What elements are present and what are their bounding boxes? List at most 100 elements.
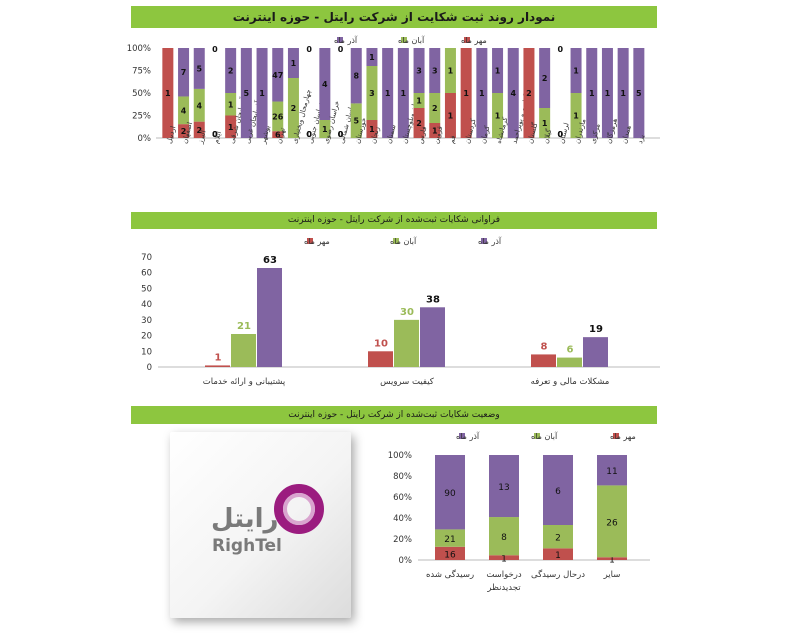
stacked-segment bbox=[272, 131, 284, 138]
stacked-segment bbox=[272, 48, 284, 102]
legend-label: مهر ماه bbox=[610, 432, 636, 441]
stacked-segment bbox=[492, 48, 504, 93]
stacked-segment bbox=[476, 48, 488, 138]
stacked-segment bbox=[444, 93, 456, 138]
data-label: 1 bbox=[322, 125, 328, 134]
legend-label: آذر ماه bbox=[456, 431, 480, 441]
stacked-segment bbox=[397, 48, 409, 138]
legend-label: مهر ماه bbox=[304, 237, 330, 246]
data-label: 1 bbox=[228, 123, 234, 132]
y-tick-label: 20% bbox=[393, 535, 412, 545]
data-label: 2 bbox=[291, 104, 297, 113]
data-label: 63 bbox=[263, 255, 277, 266]
bar bbox=[420, 307, 445, 367]
legend-label: مهر ماه bbox=[461, 36, 487, 45]
data-label: 0 bbox=[338, 130, 344, 139]
stacked-segment bbox=[240, 48, 252, 138]
data-label: 2 bbox=[526, 89, 532, 98]
data-label: 1 bbox=[589, 89, 595, 98]
stacked-segment bbox=[435, 455, 465, 530]
stacked-segment bbox=[287, 78, 299, 138]
stacked-segment bbox=[413, 108, 425, 138]
y-tick-label: 20 bbox=[141, 332, 152, 342]
stacked-segment bbox=[586, 48, 598, 138]
chart3-status-stacked: مهر ماه آبان ماه آذر ماه 0% 20% 40% 60% 80% 100%… bbox=[388, 431, 650, 593]
data-label: 2 bbox=[542, 74, 548, 83]
stacked-segment bbox=[366, 66, 378, 120]
data-label: 21 bbox=[444, 535, 455, 545]
data-label: 2 bbox=[196, 126, 202, 135]
data-label: 1 bbox=[479, 89, 485, 98]
stacked-segment bbox=[193, 88, 205, 122]
x-tick-label: ایلام bbox=[212, 130, 223, 144]
legend-label: آبان ماه bbox=[531, 431, 558, 441]
stacked-segment bbox=[492, 93, 504, 138]
y-tick-label: 0 bbox=[147, 363, 152, 373]
stacked-segment bbox=[435, 529, 465, 547]
x-tick-label: قم bbox=[448, 135, 458, 145]
data-label: 38 bbox=[426, 294, 440, 305]
bar bbox=[257, 268, 282, 367]
data-label: 1 bbox=[609, 556, 615, 566]
stacked-segment bbox=[539, 108, 551, 138]
stacked-segment bbox=[597, 455, 627, 486]
legend-label: آبان ماه bbox=[390, 236, 417, 246]
legend-label: آذر ماه bbox=[334, 35, 358, 45]
data-label: 0 bbox=[338, 45, 344, 54]
data-label: 2 bbox=[555, 534, 561, 544]
data-label: 90 bbox=[444, 489, 456, 499]
data-label: 1 bbox=[448, 112, 454, 121]
x-tick-label: البرز bbox=[196, 129, 207, 145]
bar bbox=[583, 337, 608, 367]
chart1-title: نمودار روند ثبت شکایت از شرکت رایتل - حو… bbox=[131, 6, 657, 28]
stacked-segment bbox=[601, 48, 613, 138]
data-label: 0 bbox=[212, 130, 218, 139]
stacked-segment bbox=[178, 124, 190, 138]
stacked-segment bbox=[225, 48, 237, 93]
stacked-segment bbox=[413, 48, 425, 93]
legend-label: آذر ماه bbox=[478, 236, 502, 246]
data-label: 4 bbox=[196, 101, 202, 110]
data-label: 1 bbox=[401, 89, 407, 98]
stacked-segment bbox=[429, 123, 441, 138]
stacked-segment bbox=[489, 455, 519, 518]
stacked-segment bbox=[429, 48, 441, 93]
data-label: 1 bbox=[215, 352, 222, 363]
data-label: 16 bbox=[444, 550, 456, 560]
stacked-segment bbox=[225, 93, 237, 116]
y-tick-label: 100% bbox=[127, 44, 151, 54]
data-label: 5 bbox=[353, 117, 359, 126]
data-label: 0 bbox=[212, 130, 218, 139]
data-label: 7 bbox=[181, 68, 187, 77]
stacked-segment bbox=[543, 525, 573, 549]
x-tick-label: درخواست bbox=[486, 570, 522, 580]
x-tick-label: لرستان bbox=[558, 122, 571, 145]
legend-label: آبان ماه bbox=[398, 35, 425, 45]
stacked-segment bbox=[543, 548, 573, 560]
data-label: 5 bbox=[244, 89, 250, 98]
data-label: 1 bbox=[369, 53, 375, 62]
data-label: 26 bbox=[606, 518, 618, 528]
data-label: 0 bbox=[306, 45, 312, 54]
data-label: 11 bbox=[606, 467, 617, 477]
x-tick-label: رسیدگی شده bbox=[426, 569, 474, 580]
y-tick-label: 100% bbox=[388, 451, 412, 461]
stacked-segment bbox=[350, 48, 362, 104]
legend-swatch bbox=[459, 433, 465, 439]
x-tick-label: پشتیبانی و ارائه خدمات bbox=[203, 377, 286, 387]
y-tick-label: 0% bbox=[399, 556, 413, 566]
data-label: 5 bbox=[196, 64, 202, 73]
stacked-segment bbox=[319, 48, 331, 120]
x-tick-label: تهران bbox=[275, 127, 287, 145]
data-label: 0 bbox=[306, 130, 312, 139]
x-tick-label: سایر bbox=[603, 570, 621, 580]
x-tick-label: تجدیدنظر bbox=[486, 583, 521, 593]
data-label: 6 bbox=[567, 345, 574, 356]
data-label: 26 bbox=[272, 112, 284, 121]
y-tick-label: 0% bbox=[138, 134, 152, 144]
data-label: 8 bbox=[541, 341, 548, 352]
stacked-segment bbox=[543, 455, 573, 525]
data-label: 0 bbox=[338, 130, 344, 139]
data-label: 2 bbox=[432, 104, 438, 113]
stacked-segment bbox=[617, 48, 629, 138]
